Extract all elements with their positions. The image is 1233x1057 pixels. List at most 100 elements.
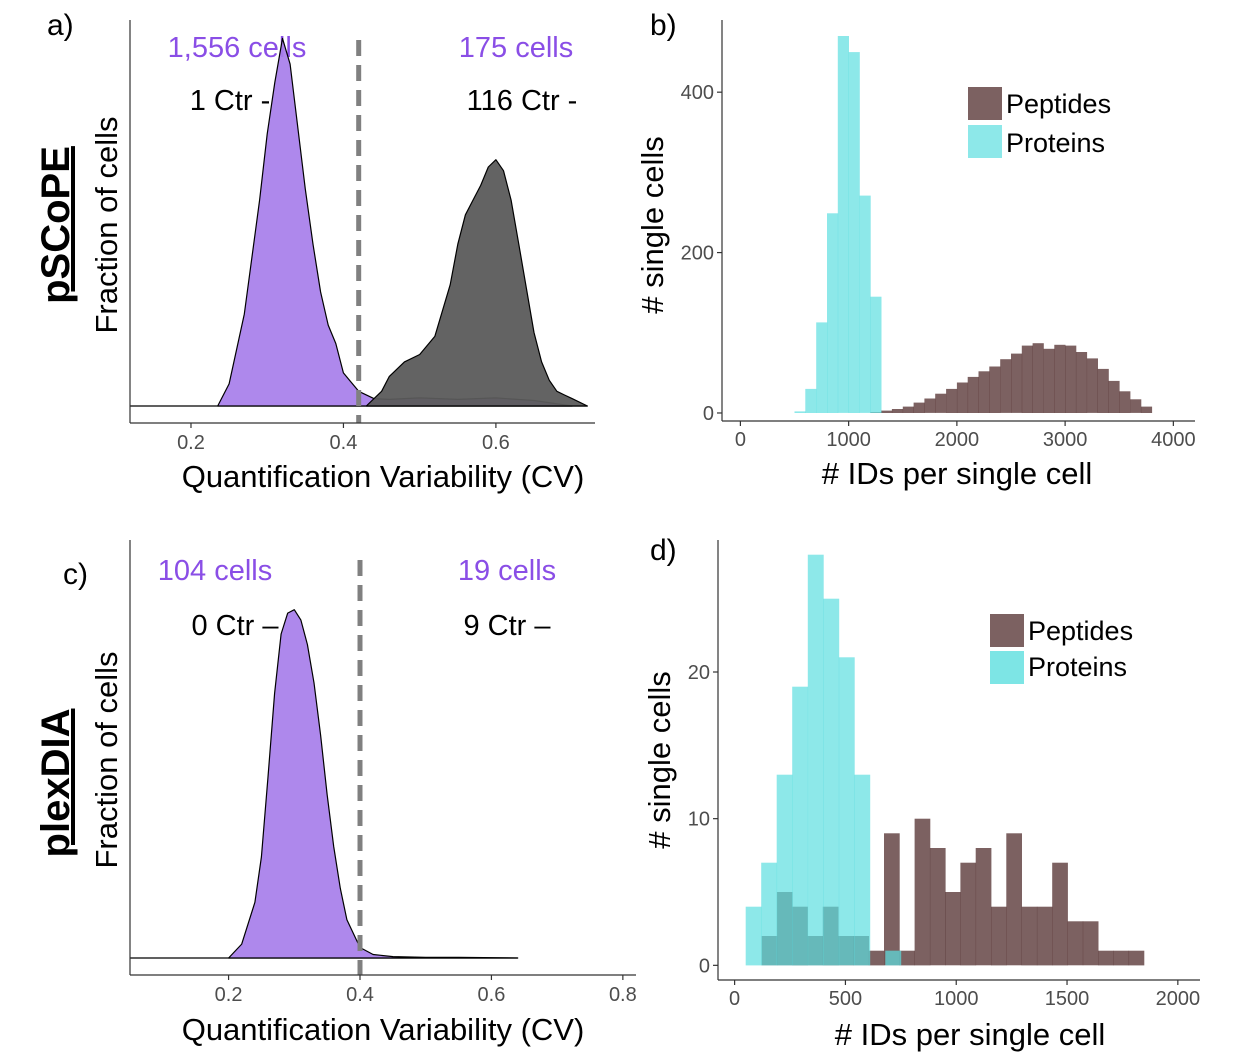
panel-d-bar-proteins — [776, 774, 793, 966]
panel-b-ylabel: # single cells — [635, 136, 670, 313]
panel-d-bar-peptides — [1082, 921, 1099, 966]
panel-d-bar-peptides — [1021, 906, 1038, 966]
panel-b-bar-peptides — [1021, 345, 1033, 413]
panel-b-bar-peptides — [1108, 380, 1120, 413]
panel-c-xtick-label: 0.8 — [609, 984, 637, 1006]
panel-d-xtick-label: 2000 — [1156, 988, 1201, 1010]
panel-d-ylabel: # single cells — [642, 671, 677, 848]
panel-d-bar-peptides — [945, 892, 961, 966]
panel-b-bar-peptides — [891, 409, 904, 413]
panel-d-bar-peptides — [975, 848, 992, 966]
panel-d-bar-proteins — [745, 906, 762, 966]
panel-b-bar-peptides — [1043, 348, 1055, 413]
panel-d-bar-peptides — [1006, 833, 1022, 966]
panel-d-label: d) — [650, 534, 677, 567]
panel-b-bar-proteins — [870, 296, 882, 413]
panel-d-bar-peptides — [914, 818, 931, 966]
panel-d-legend-proteins: Proteins — [1028, 652, 1127, 682]
panel-c-right-cells: 19 cells — [458, 555, 556, 587]
panel-b-bar-proteins — [794, 411, 806, 413]
panel-b-bar-peptides — [1140, 406, 1153, 413]
panel-d-legend-swatch-peptides — [990, 614, 1024, 647]
panel-b-ytick-label: 0 — [703, 403, 714, 425]
panel-b-bar-proteins — [859, 195, 871, 413]
panel-b-bar-proteins — [816, 322, 828, 413]
panel-d-bar-peptides — [884, 833, 900, 966]
panel-d-bar-peptides — [1098, 950, 1114, 966]
panel-b-bar-peptides — [1086, 358, 1098, 413]
panel-b-legend: Peptides Proteins — [968, 87, 1111, 158]
row-label-plexdia: plexDIA — [34, 709, 78, 858]
panel-a-plot-area: 0.2 0.4 0.6 — [129, 20, 595, 454]
panel-b-bar-proteins — [805, 388, 817, 413]
panel-d-bar-peptides — [1067, 921, 1084, 966]
panel-d-bar-peptides — [899, 950, 915, 966]
panel-c-ylabel: Fraction of cells — [89, 651, 124, 868]
panel-b-bar-peptides — [881, 410, 893, 413]
panel-d-plot-area: 0 500 1000 1500 2000 0 10 20 — [688, 540, 1200, 1010]
panel-d-ytick-label: 0 — [699, 955, 710, 977]
panel-d-ytick-label: 20 — [688, 662, 710, 684]
panel-c-right-ctr: 9 Ctr – — [463, 610, 551, 642]
panel-a-left-ctr: 1 Ctr - — [190, 85, 271, 117]
panel-b-bar-peptides — [1075, 352, 1088, 413]
panel-d-legend-peptides: Peptides — [1028, 616, 1133, 646]
panel-b-bar-proteins — [848, 52, 860, 413]
panel-d-bar-proteins — [807, 554, 824, 966]
panel-a-right-ctr: 116 Ctr - — [467, 85, 578, 117]
panel-b-bar-peptides — [1119, 391, 1131, 413]
panel-c-xtick-label: 0.2 — [215, 984, 243, 1006]
panel-b-bar-peptides — [1097, 368, 1109, 413]
panel-d-xtick-label: 0 — [729, 988, 740, 1010]
panel-b-xtick-label: 2000 — [935, 429, 980, 451]
panel-a-xtick-label: 0.6 — [482, 432, 510, 454]
panel-b-bar-peptides — [989, 366, 1001, 413]
panel-b-xtick-label: 3000 — [1043, 429, 1088, 451]
panel-b-bar-peptides — [1130, 399, 1142, 413]
panel-d-bar-peptides — [991, 906, 1007, 966]
panel-a-density-chart: a) Fraction of cells Quantification Vari… — [47, 9, 595, 494]
panel-b-label: b) — [650, 9, 677, 42]
panel-b-legend-swatch-proteins — [968, 125, 1002, 158]
panel-d-bar-proteins — [823, 598, 840, 966]
panel-c-plot-area: 0.2 0.4 0.6 0.8 — [129, 540, 637, 1006]
panel-d-xtick-label: 500 — [829, 988, 862, 1010]
panel-b-bar-peptides — [913, 402, 925, 413]
panel-b-bar-proteins — [827, 213, 839, 413]
panel-a-xtick-label: 0.4 — [330, 432, 358, 454]
panel-b-bar-peptides — [1011, 353, 1023, 413]
panel-c-xtick-label: 0.4 — [346, 984, 374, 1006]
panel-b-legend-swatch-peptides — [968, 87, 1002, 120]
panel-b-ytick-label: 200 — [681, 243, 714, 265]
panel-b-bar-peptides — [967, 376, 979, 413]
panel-c-xlabel: Quantification Variability (CV) — [182, 1012, 585, 1047]
panel-b-bar-proteins — [837, 36, 849, 413]
panel-d-bar-proteins — [792, 686, 809, 966]
panel-b-histogram: b) # single cells # IDs per single cell … — [635, 9, 1196, 491]
panel-d-bar-peptides — [929, 848, 946, 966]
panel-d-bar-proteins — [761, 862, 778, 966]
panel-b-xtick-label: 4000 — [1151, 429, 1196, 451]
panel-a-xlabel: Quantification Variability (CV) — [182, 459, 585, 494]
panel-b-xtick-label: 1000 — [826, 429, 871, 451]
panel-b-bar-peptides — [1065, 345, 1077, 413]
panel-c-left-cells: 104 cells — [158, 555, 272, 587]
panel-d-xlabel: # IDs per single cell — [835, 1017, 1106, 1052]
panel-d-bar-peptides — [960, 862, 977, 966]
panel-d-legend-swatch-proteins — [990, 651, 1024, 684]
panel-d-ytick-label: 10 — [688, 809, 710, 831]
panel-d-bar-peptides — [1113, 950, 1130, 966]
panel-c-xtick-label: 0.6 — [478, 984, 506, 1006]
panel-b-bar-peptides — [1032, 343, 1044, 413]
panel-d-bar-proteins — [854, 774, 871, 966]
panel-c-density-series-0 — [227, 609, 519, 959]
panel-d-histogram: d) # single cells # IDs per single cell … — [642, 534, 1200, 1052]
panel-b-bar-peptides — [978, 371, 990, 413]
panel-b-bar-peptides — [946, 388, 958, 413]
panel-b-bar-peptides — [935, 393, 947, 413]
panel-c-label: c) — [63, 558, 88, 591]
panel-a-ylabel: Fraction of cells — [89, 116, 124, 333]
panel-d-bar-proteins — [838, 657, 855, 966]
panel-a-density-series-1 — [365, 159, 588, 407]
panel-a-xtick-label: 0.2 — [177, 432, 205, 454]
